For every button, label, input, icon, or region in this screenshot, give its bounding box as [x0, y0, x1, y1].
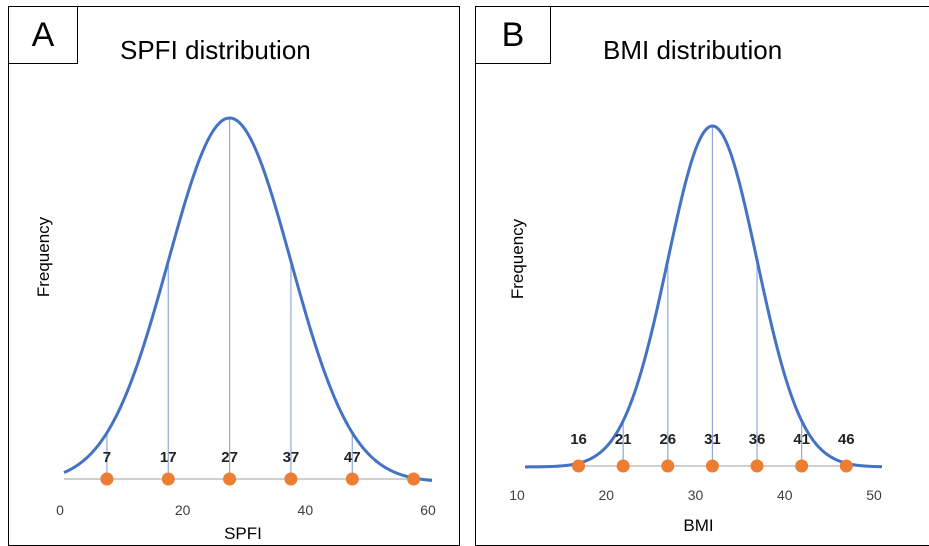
- data-point: [616, 459, 630, 473]
- x-tick-label: 0: [56, 502, 64, 518]
- x-tick-label: 10: [509, 487, 525, 503]
- x-tick-label: 60: [420, 502, 436, 518]
- x-tick-label: 20: [175, 502, 191, 518]
- data-label: 26: [659, 431, 676, 448]
- chart-title-a: SPFI distribution: [120, 35, 311, 65]
- data-point: [795, 459, 809, 473]
- chart-svg-b: 16 21 26 31 36 41 46 10 20 30 40 50 BMI Frequency: [508, 124, 883, 535]
- data-point: [705, 459, 719, 473]
- x-tick-label: 40: [298, 502, 314, 518]
- chart-title-b: BMI distribution: [603, 35, 783, 65]
- y-axis-label: Frequency: [508, 218, 527, 299]
- distribution-curve: [524, 124, 883, 469]
- data-point: [407, 472, 421, 486]
- data-label: 17: [160, 449, 177, 466]
- data-point: [161, 472, 175, 486]
- data-point: [284, 472, 298, 486]
- panel-letter-a: A: [9, 7, 78, 64]
- x-axis-label: BMI: [683, 516, 713, 535]
- data-label: 47: [344, 449, 361, 466]
- data-point: [661, 459, 675, 473]
- data-point: [345, 472, 359, 486]
- distribution-curve: [63, 116, 433, 482]
- chart-svg-a: 7 17 27 37 47 0 20 40 60 SPFI Frequency: [34, 116, 436, 543]
- data-label: 27: [221, 449, 238, 466]
- x-tick-label: 30: [688, 487, 704, 503]
- data-label: 21: [615, 431, 632, 448]
- data-label: 41: [793, 431, 810, 448]
- data-label: 7: [103, 449, 111, 466]
- y-axis-label: Frequency: [34, 216, 53, 297]
- data-label: 31: [704, 431, 721, 448]
- chart-panel-b: B BMI distribution 16 21 26 31 36 41 46 10 20 30 4…: [475, 6, 929, 546]
- data-point: [100, 472, 114, 486]
- data-label: 16: [570, 431, 587, 448]
- x-tick-label: 50: [866, 487, 882, 503]
- x-tick-label: 40: [777, 487, 793, 503]
- x-axis-label: SPFI: [224, 524, 262, 543]
- data-point: [750, 459, 764, 473]
- data-label: 46: [838, 431, 855, 448]
- data-label: 37: [283, 449, 300, 466]
- chart-panel-a: A SPFI distribution 7 17 27 37 47 0 20 40 60 SPFI…: [8, 6, 460, 546]
- data-point: [572, 459, 586, 473]
- x-tick-label: 20: [598, 487, 614, 503]
- panel-letter-b: B: [476, 7, 551, 64]
- data-label: 36: [749, 431, 766, 448]
- data-point: [223, 472, 237, 486]
- data-point: [839, 459, 853, 473]
